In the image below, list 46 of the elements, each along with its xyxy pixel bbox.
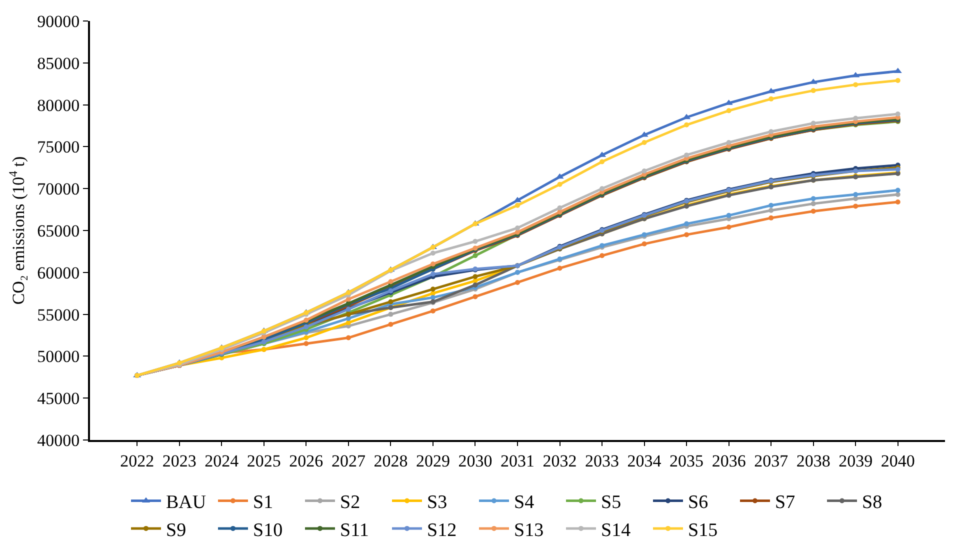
x-tick-label: 2029	[416, 451, 450, 470]
x-tick-label: 2026	[289, 451, 324, 470]
legend-label: S1	[253, 492, 274, 514]
legend-label: S12	[427, 520, 457, 541]
legend-label: BAU	[166, 492, 206, 514]
legend-label: S7	[775, 492, 796, 514]
x-tick-label: 2038	[796, 451, 830, 470]
y-tick-label: 85000	[37, 54, 80, 73]
legend-label: S11	[340, 520, 369, 541]
x-tick-label: 2033	[585, 451, 620, 470]
legend-label: S9	[166, 520, 186, 541]
y-tick-label: 55000	[37, 305, 80, 324]
x-tick-label: 2031	[500, 451, 534, 470]
x-tick-label: 2028	[374, 451, 408, 470]
x-tick-label: 2039	[838, 451, 873, 470]
legend-label: S14	[601, 520, 632, 541]
legend-label: S3	[427, 492, 448, 514]
x-tick-label: 2025	[246, 451, 281, 470]
y-tick-label: 75000	[37, 138, 80, 157]
x-tick-label: 2037	[754, 451, 789, 470]
x-tick-label: 2030	[458, 451, 492, 470]
x-tick-label: 2023	[162, 451, 196, 470]
y-tick-label: 70000	[37, 180, 80, 199]
x-tick-label: 2032	[542, 451, 577, 470]
x-tick-label: 2036	[712, 451, 746, 470]
legend-label: S5	[601, 492, 622, 514]
legend-label: S15	[688, 520, 718, 541]
legend-label: S6	[688, 492, 708, 514]
y-tick-label: 60000	[37, 263, 80, 282]
legend-label: S10	[253, 520, 283, 541]
x-tick-label: 2034	[627, 451, 662, 470]
y-tick-label: 90000	[37, 12, 80, 31]
legend-label: S2	[340, 492, 360, 514]
x-tick-label: 2024	[204, 451, 240, 470]
y-tick-label: 40000	[37, 430, 80, 450]
legend-label: S8	[862, 492, 882, 514]
y-tick-label: 80000	[37, 96, 80, 115]
legend-label: S13	[514, 520, 544, 541]
x-tick-label: 2022	[120, 451, 154, 470]
x-tick-label: 2040	[880, 451, 915, 470]
y-tick-label: 50000	[37, 347, 80, 366]
y-tick-label: 65000	[37, 221, 80, 240]
y-tick-label: 45000	[37, 389, 80, 408]
legend-label: S4	[514, 492, 535, 514]
x-tick-label: 2035	[670, 451, 704, 470]
x-tick-label: 2027	[331, 451, 366, 470]
